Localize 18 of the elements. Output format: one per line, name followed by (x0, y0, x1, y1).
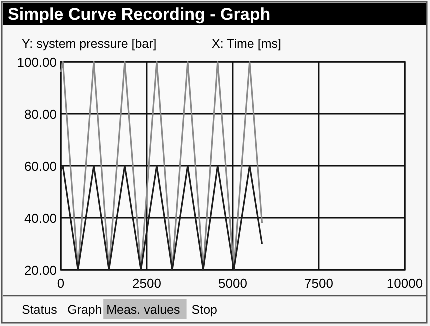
x-tick-label: 2500 (132, 276, 162, 291)
text: Status (22, 303, 58, 317)
y-tick-label: 20.00 (24, 263, 57, 278)
text: Meas. values (106, 303, 180, 317)
x-axis-title: X: Time [ms] (212, 37, 282, 51)
x-tick-label: 7500 (304, 276, 334, 291)
x-tick-label: 10000 (386, 276, 424, 291)
line-series (60, 165, 264, 271)
x-tick-label: 0 (57, 276, 65, 291)
chart-title: Simple Curve Recording - Graph (8, 5, 271, 24)
y-tick-label: 40.00 (24, 211, 57, 226)
y-tick-label: 80.00 (24, 107, 57, 122)
y-tick-label: 100.00 (17, 55, 57, 70)
x-tick-label: 5000 (218, 276, 248, 291)
text: Graph (68, 303, 102, 317)
y-tick-label: 60.00 (24, 159, 57, 174)
y-axis-title: Y: system pressure [bar] (22, 37, 157, 51)
text: Stop (192, 303, 218, 317)
